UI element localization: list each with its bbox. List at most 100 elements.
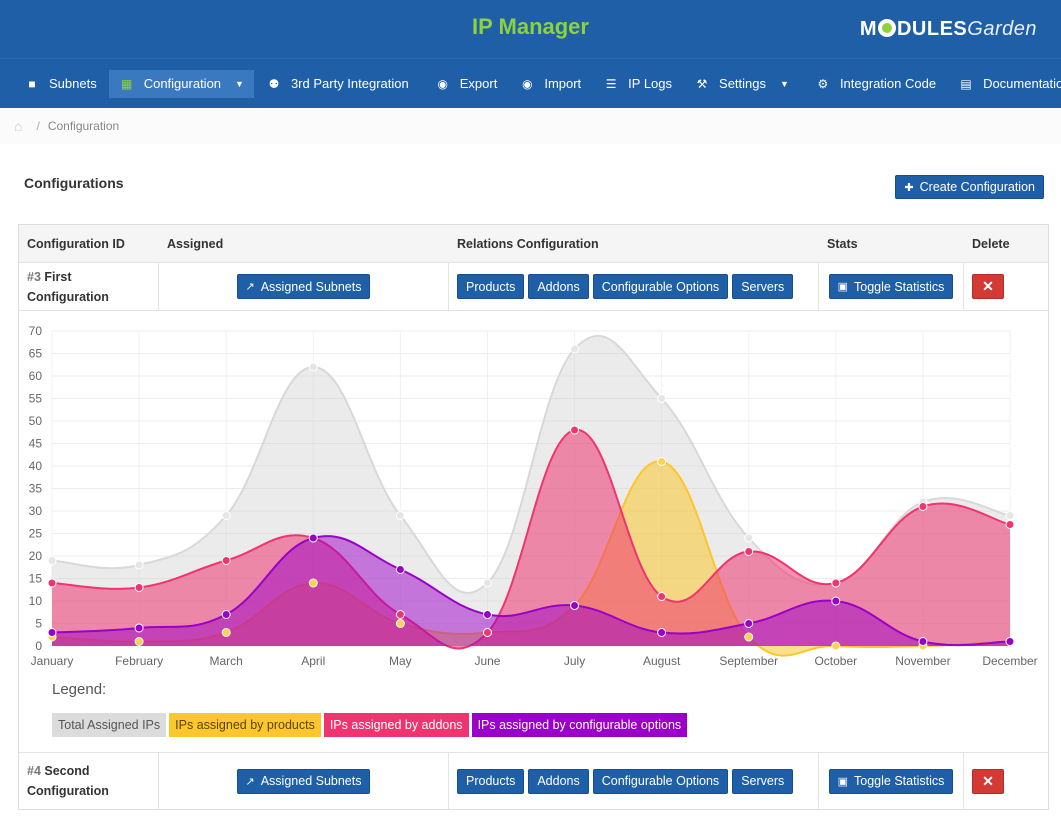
plus-icon: ✚ (904, 181, 914, 194)
nav-label: IP Logs (628, 76, 673, 91)
legend-configurable-options: IPs assigned by configurable options (471, 713, 688, 737)
data-point (744, 619, 754, 628)
statistics-chart-row: 0 5 10 15 20 25 30 35 40 45 50 55 60 65 70 January Febru… (19, 311, 1048, 753)
nav-label: Subnets (49, 76, 97, 91)
logo-icon (877, 19, 896, 37)
data-point (570, 344, 580, 354)
products-button[interactable]: Products (457, 274, 525, 299)
delete-cell: ✕ (964, 753, 1048, 809)
nav-item-documentation[interactable]: ▤ Documentation (948, 70, 1061, 98)
x-tick-label: March (210, 654, 243, 668)
image-icon: ▣ (837, 281, 849, 293)
data-point (1005, 520, 1015, 529)
data-point (395, 619, 405, 628)
servers-button[interactable]: Servers (732, 274, 794, 299)
table-header: Configuration ID Assigned Relations Conf… (19, 225, 1048, 263)
data-point (134, 560, 144, 570)
assigned-subnets-button[interactable]: ↗ Assigned Subnets (236, 274, 371, 299)
data-point (744, 632, 754, 642)
data-point (918, 637, 928, 646)
statistics-chart: 0 5 10 15 20 25 30 35 40 45 50 55 60 65 70 January Febru… (29, 324, 1038, 668)
delete-cell: ✕ (964, 263, 1048, 310)
assigned-cell: ↗ Assigned Subnets (159, 753, 449, 809)
x-tick-label: August (643, 654, 681, 668)
delete-button[interactable]: ✕ (972, 768, 1004, 794)
x-tick-label: June (474, 654, 500, 668)
relations-cell: Products Addons Configurable Options Ser… (449, 753, 819, 809)
data-point (134, 583, 144, 592)
brand-logo[interactable]: M DULESGarden (859, 18, 1037, 40)
delete-button[interactable]: ✕ (972, 274, 1004, 299)
configurable-options-button[interactable]: Configurable Options (592, 274, 729, 299)
y-tick-label: 45 (29, 437, 43, 451)
data-point (395, 610, 405, 619)
toggle-statistics-button[interactable]: ▣ Toggle Statistics (828, 768, 954, 794)
data-point (482, 578, 492, 588)
close-icon: ✕ (982, 278, 994, 294)
legend-products: IPs assigned by products (169, 713, 321, 737)
addons-button[interactable]: Addons (528, 274, 589, 299)
nav-item-import[interactable]: ◉ Import (509, 70, 591, 98)
addons-button[interactable]: Addons (528, 768, 589, 794)
data-point (657, 457, 667, 466)
data-point (395, 511, 405, 520)
nav-label: Documentation (983, 76, 1061, 91)
data-point (482, 628, 492, 637)
export-icon: ◉ (437, 76, 448, 91)
chevron-down-icon: ▼ (780, 78, 789, 89)
nav-item-export[interactable]: ◉ Export (425, 70, 508, 98)
products-button[interactable]: Products (457, 768, 525, 794)
nav-item-settings[interactable]: ⚒ Settings ▼ (684, 70, 799, 98)
config-id-cell: #3 First Configuration (19, 263, 159, 310)
breadcrumb: ⌂ / Configuration (0, 108, 1061, 144)
legend-addons: IPs assigned by addons (323, 713, 469, 737)
data-point (570, 601, 580, 610)
assigned-subnets-button[interactable]: ↗ Assigned Subnets (236, 768, 371, 794)
y-tick-label: 70 (29, 324, 43, 338)
create-configuration-button[interactable]: ✚ Create Configuration (895, 175, 1044, 199)
data-point (657, 592, 667, 601)
data-point (1005, 637, 1015, 646)
users-icon: ⚉ (268, 76, 280, 91)
nav-label: Configuration (143, 76, 222, 91)
data-point (657, 394, 667, 403)
x-tick-label: April (301, 654, 325, 668)
legend-title: Legend: (52, 681, 107, 698)
x-tick-label: July (564, 654, 585, 668)
x-tick-label: January (31, 654, 74, 668)
nav-item-ip-logs[interactable]: ☰ IP Logs (593, 70, 682, 98)
header-relations: Relations Configuration (457, 236, 599, 251)
servers-button[interactable]: Servers (732, 768, 794, 794)
y-tick-label: 60 (29, 369, 43, 383)
stats-cell: ▣ Toggle Statistics (819, 753, 964, 809)
nav-label: Settings (719, 76, 767, 91)
header-delete: Delete (972, 236, 1010, 251)
x-tick-label: May (389, 654, 412, 668)
top-header: IP Manager M DULESGarden (0, 0, 1061, 58)
assigned-cell: ↗ Assigned Subnets (159, 263, 449, 310)
nav-item-configuration[interactable]: ▦ Configuration ▼ (108, 69, 254, 98)
y-tick-label: 65 (29, 347, 43, 361)
nav-item-3rd-party-integration[interactable]: ⚉ 3rd Party Integration (256, 70, 419, 98)
data-point (47, 628, 57, 637)
data-point (221, 511, 231, 520)
data-point (221, 610, 231, 619)
configurable-options-button[interactable]: Configurable Options (592, 768, 729, 794)
config-number: #4 (27, 764, 41, 778)
data-point (395, 565, 405, 574)
y-tick-label: 0 (35, 639, 42, 653)
data-point (47, 556, 57, 565)
data-point (308, 362, 318, 372)
header-stats: Stats (827, 236, 858, 251)
x-tick-label: September (719, 654, 778, 668)
nav-item-subnets[interactable]: ■ Subnets (14, 70, 107, 98)
data-point (1005, 511, 1015, 520)
home-icon[interactable]: ⌂ (14, 118, 23, 134)
nav-item-integration-code[interactable]: ⚙ Integration Code (805, 70, 946, 98)
list-icon: ☰ (605, 76, 617, 91)
configurations-table: Configuration ID Assigned Relations Conf… (18, 224, 1049, 810)
config-number: #3 (27, 269, 41, 284)
data-point (570, 425, 580, 435)
stats-cell: ▣ Toggle Statistics (819, 263, 964, 310)
toggle-statistics-button[interactable]: ▣ Toggle Statistics (828, 274, 954, 299)
